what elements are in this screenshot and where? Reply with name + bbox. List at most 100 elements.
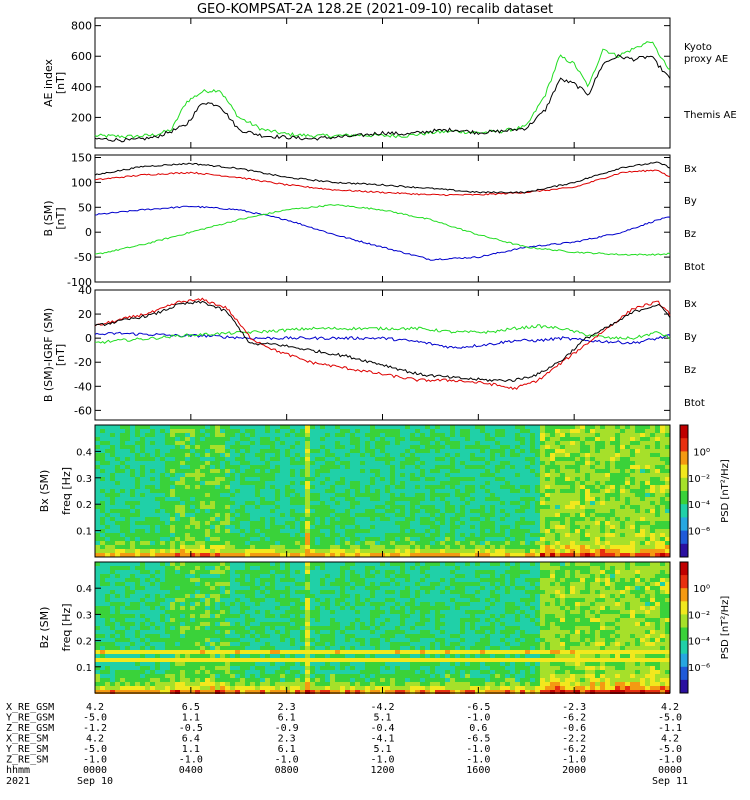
spectrogram-cell (495, 481, 500, 485)
spectrogram-cell (495, 509, 500, 513)
spectrogram-cell (385, 545, 390, 549)
spectrogram-cell (385, 481, 390, 485)
spectrogram-cell (580, 517, 585, 521)
spectrogram-cell (575, 513, 580, 517)
spectrogram-cell (650, 501, 655, 505)
spectrogram-cell (205, 618, 210, 622)
spectrogram-cell (645, 481, 650, 485)
spectrogram-cell (250, 586, 255, 590)
spectrogram-cell (125, 570, 130, 574)
spectrogram-cell (415, 529, 420, 533)
spectrogram-cell (535, 477, 540, 481)
spectrogram-cell (330, 441, 335, 445)
y-tick-label: -40 (74, 380, 92, 393)
spectrogram-cell (115, 610, 120, 614)
spectrogram-cell (510, 473, 515, 477)
spectrogram-cell (225, 489, 230, 493)
spectrogram-cell (175, 582, 180, 586)
spectrogram-cell (495, 525, 500, 529)
spectrogram-cell (285, 453, 290, 457)
spectrogram-cell (235, 686, 240, 690)
spectrogram-cell (205, 570, 210, 574)
spectrogram-cell (235, 461, 240, 465)
y-tick-label: 40 (78, 284, 92, 297)
spectrogram-cell (260, 433, 265, 437)
spectrogram-cell (120, 545, 125, 549)
spectrogram-cell (165, 469, 170, 473)
spectrogram-cell (170, 529, 175, 533)
spectrogram-cell (220, 441, 225, 445)
spectrogram-cell (190, 590, 195, 594)
spectrogram-cell (120, 513, 125, 517)
spectrogram-cell (580, 465, 585, 469)
spectrogram-cell (305, 429, 310, 433)
spectrogram-cell (100, 521, 105, 525)
spectrogram-cell (300, 429, 305, 433)
spectrogram-cell (615, 441, 620, 445)
spectrogram-cell (150, 574, 155, 578)
spectrogram-cell (210, 485, 215, 489)
spectrogram-cell (165, 477, 170, 481)
spectrogram-cell (230, 566, 235, 570)
spectrogram-cell (615, 545, 620, 549)
spectrogram-cell (205, 574, 210, 578)
spectrogram-cell (105, 658, 110, 662)
spectrogram-cell (635, 529, 640, 533)
spectrogram-cell (555, 489, 560, 493)
spectrogram-cell (175, 449, 180, 453)
spectrogram-cell (620, 457, 625, 461)
spectrogram-cell (370, 441, 375, 445)
spectrogram-cell (160, 578, 165, 582)
spectrogram-cell (665, 553, 670, 557)
spectrogram-cell (110, 457, 115, 461)
spectrogram-cell (350, 437, 355, 441)
spectrogram-cell (590, 521, 595, 525)
spectrogram-cell (190, 630, 195, 634)
spectrogram-cell (150, 521, 155, 525)
spectrogram-cell (230, 513, 235, 517)
spectrogram-cell (325, 453, 330, 457)
spectrogram-cell (365, 469, 370, 473)
spectrogram-cell (175, 682, 180, 686)
spectrogram-cell (230, 545, 235, 549)
spectrogram-cell (230, 602, 235, 606)
spectrogram-cell (185, 433, 190, 437)
spectrogram-cell (240, 642, 245, 646)
spectrogram-cell (310, 549, 315, 553)
spectrogram-cell (215, 690, 220, 694)
spectrogram-cell (95, 630, 100, 634)
spectrogram-cell (150, 566, 155, 570)
spectrogram-cell (505, 457, 510, 461)
spectrogram-cell (105, 574, 110, 578)
spectrogram-cell (225, 477, 230, 481)
spectrogram-cell (365, 465, 370, 469)
spectrogram-cell (130, 453, 135, 457)
spectrogram-cell (615, 461, 620, 465)
spectrogram-cell (195, 437, 200, 441)
spectrogram-cell (195, 606, 200, 610)
spectrogram-cell (475, 489, 480, 493)
spectrogram-cell (605, 513, 610, 517)
spectrogram-cell (265, 481, 270, 485)
spectrogram-cell (600, 533, 605, 537)
spectrogram-cell (420, 477, 425, 481)
spectrogram-cell (615, 429, 620, 433)
spectrogram-cell (520, 461, 525, 465)
spectrogram-cell (95, 690, 100, 694)
spectrogram-cell (215, 670, 220, 674)
spectrogram-cell (165, 461, 170, 465)
spectrogram-cell (655, 529, 660, 533)
spectrogram-cell (525, 489, 530, 493)
spectrogram-cell (285, 477, 290, 481)
spectrogram-cell (610, 437, 615, 441)
spectrogram-cell (120, 457, 125, 461)
spectrogram-cell (330, 481, 335, 485)
spectrogram-cell (665, 445, 670, 449)
spectrogram-cell (555, 525, 560, 529)
spectrogram-cell (380, 477, 385, 481)
spectrogram-cell (145, 489, 150, 493)
spectrogram-cell (130, 614, 135, 618)
spectrogram-cell (500, 457, 505, 461)
spectrogram-cell (440, 437, 445, 441)
spectrogram-cell (215, 638, 220, 642)
